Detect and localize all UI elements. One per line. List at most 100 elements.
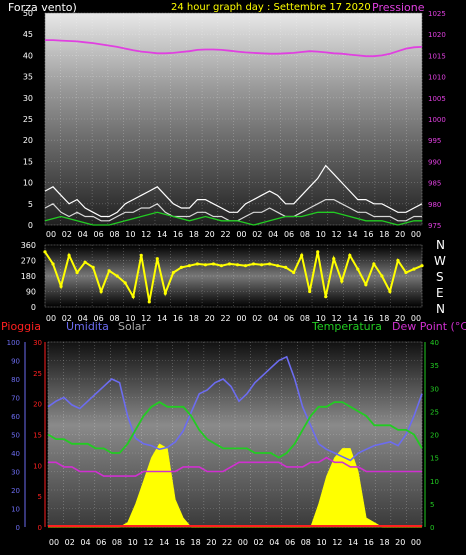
direction-point-47 [420, 264, 424, 268]
pressure-tick-1: 980 [428, 201, 441, 209]
wind-speed-tick-2: 10 [23, 179, 33, 188]
direction-point-26 [251, 262, 256, 266]
pressure-tick-10: 1025 [428, 10, 446, 18]
p1-x-tick-21: 18 [379, 230, 389, 239]
p1-x-tick-9: 18 [189, 230, 199, 239]
p2-x-tick-21: 18 [379, 314, 389, 323]
p2-x-tick-14: 04 [268, 314, 278, 323]
direction-point-0 [43, 250, 47, 254]
direction-point-4 [75, 270, 79, 275]
direction-point-34 [316, 250, 320, 254]
solar-humidity-grid [47, 341, 423, 528]
direction-point-36 [332, 257, 336, 261]
dew-point-line [48, 456, 422, 477]
p1-x-tick-7: 14 [157, 230, 167, 239]
p2-x-tick-16: 08 [300, 314, 310, 323]
direction-point-15 [163, 291, 167, 295]
pressure-axis: 975 980 985 990 995 1000 1005 1010 1015 1020 1025 [428, 10, 446, 230]
p3-x-tick-8: 16 [175, 538, 185, 547]
p1-x-tick-2: 04 [78, 230, 88, 239]
p1-x-tick-8: 16 [173, 230, 183, 239]
direction-point-27 [259, 263, 264, 267]
humidity-tick-6: 60 [11, 413, 20, 421]
temp-tick-6: 30 [430, 385, 439, 393]
direction-point-14 [155, 257, 159, 261]
wind-speed-tick-9: 45 [23, 30, 33, 39]
p1-x-tick-23: 00 [411, 230, 421, 239]
direction-point-9 [115, 274, 119, 278]
solar-humidity-axes: 0 10 20 30 40 50 60 70 80 90 100 0 5 10 15 20 25 30 0 5 10 15… [7, 339, 439, 532]
wind-gust-line [44, 164, 423, 218]
temp-tick-1: 5 [430, 501, 434, 509]
temp-tick-0: 0 [430, 524, 434, 532]
direction-point-17 [179, 265, 183, 269]
direction-point-37 [340, 279, 344, 283]
p3-x-tick-18: 12 [332, 538, 342, 547]
p2-x-tick-11: 22 [220, 314, 230, 323]
wind-direction-series [43, 250, 424, 304]
p2-x-tick-12: 00 [236, 314, 246, 323]
rain-label: Pioggia [1, 320, 41, 333]
temp-tick-3: 15 [430, 455, 439, 463]
wind-speed-tick-10: 50 [23, 9, 33, 18]
direction-point-5 [83, 260, 87, 264]
direction-point-25 [243, 264, 248, 268]
wind-time-axis: 00 02 04 06 08 10 12 14 16 18 20 22 00 02 04 06 08 10 12 14… [46, 230, 421, 239]
direction-point-19 [195, 262, 200, 266]
rain-tick-3: 15 [33, 432, 42, 440]
p3-x-tick-20: 16 [364, 538, 374, 547]
direction-line [44, 251, 423, 302]
p3-x-tick-14: 04 [269, 538, 279, 547]
direction-point-29 [276, 264, 280, 268]
direction-point-40 [364, 283, 368, 287]
p1-x-tick-6: 12 [141, 230, 151, 239]
humidity-tick-7: 70 [11, 395, 20, 403]
pressure-label: Pressione [372, 1, 425, 14]
p2-x-tick-17: 10 [316, 314, 326, 323]
solar-label: Solar [118, 320, 147, 333]
temperature-line [47, 401, 423, 459]
direction-point-45 [404, 270, 408, 275]
compass-n-bottom: N [436, 302, 445, 316]
humidity-tick-1: 10 [11, 506, 20, 514]
p1-x-tick-1: 02 [62, 230, 72, 239]
direction-point-3 [67, 253, 71, 257]
p3-x-tick-22: 20 [395, 538, 405, 547]
wind-pressure-series [44, 39, 423, 226]
wind-speed-tick-0: 0 [28, 221, 33, 230]
direction-point-39 [356, 267, 360, 271]
direction-point-21 [211, 262, 216, 266]
direction-tick-2: 180 [21, 272, 36, 281]
direction-point-20 [203, 263, 208, 267]
p3-x-tick-7: 14 [159, 538, 169, 547]
p1-x-tick-10: 20 [205, 230, 215, 239]
temp-tick-7: 35 [430, 362, 439, 370]
direction-point-6 [91, 265, 95, 269]
p3-x-tick-0: 00 [49, 538, 59, 547]
p3-x-tick-13: 02 [254, 538, 264, 547]
direction-point-7 [99, 289, 103, 294]
pressure-tick-5: 1000 [428, 116, 446, 124]
p3-x-tick-12: 00 [238, 538, 248, 547]
direction-point-18 [187, 264, 191, 268]
rain-tick-5: 25 [33, 370, 42, 378]
p1-x-tick-5: 10 [125, 230, 135, 239]
pressure-tick-4: 995 [428, 137, 441, 145]
p3-x-tick-2: 04 [80, 538, 90, 547]
p2-x-tick-22: 20 [395, 314, 405, 323]
rain-tick-0: 0 [38, 524, 42, 532]
direction-point-8 [107, 269, 111, 273]
pressure-tick-6: 1005 [428, 95, 446, 103]
p1-x-tick-17: 10 [316, 230, 326, 239]
p3-x-tick-5: 10 [128, 538, 138, 547]
p1-x-tick-22: 20 [395, 230, 405, 239]
wind-direction-time-axis: 00 02 04 06 08 10 12 14 16 18 20 22 00 02 04 06 08 10 12 14… [46, 314, 421, 323]
direction-point-35 [324, 295, 328, 299]
direction-point-13 [147, 300, 151, 304]
humidity-line [47, 355, 423, 462]
rain-tick-2: 10 [33, 462, 42, 470]
p1-x-tick-19: 14 [347, 230, 357, 239]
temp-tick-4: 20 [430, 432, 439, 440]
p1-x-tick-11: 22 [220, 230, 230, 239]
